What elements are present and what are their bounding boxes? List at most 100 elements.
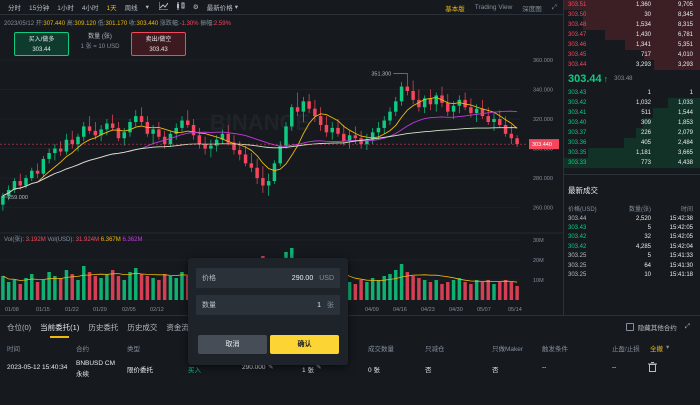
- candle-body: [440, 95, 444, 103]
- tab-positions[interactable]: 仓位(0): [7, 323, 32, 332]
- bid-row[interactable]: 303.41 511 1,544: [564, 108, 700, 118]
- tab-transaction-history[interactable]: 资金流水: [166, 323, 197, 332]
- candle-body: [220, 133, 225, 140]
- trash-icon[interactable]: [648, 362, 657, 374]
- quick-buy-button[interactable]: 买入/做多 303.44: [14, 32, 69, 56]
- trade-time: 15:41:18: [669, 272, 693, 279]
- indicator-icon[interactable]: [158, 2, 169, 12]
- bid-row[interactable]: 303.35 1,181 3,665: [564, 148, 700, 158]
- view-tradingview[interactable]: Trading View: [474, 4, 513, 11]
- interval-tab[interactable]: 4小时: [81, 5, 99, 12]
- latest-price-select[interactable]: 最新价格: [206, 5, 233, 12]
- interval-tab[interactable]: 15分钟: [29, 5, 50, 12]
- dropdown-arrow-icon[interactable]: ▾: [145, 4, 149, 11]
- up-arrow-icon: ↑: [603, 74, 609, 84]
- ask-row[interactable]: 303.51 1,360 9,705: [564, 0, 700, 10]
- edit-price-icon[interactable]: ✎: [268, 364, 274, 371]
- cancel-all-button[interactable]: 全撤: [650, 346, 663, 353]
- candle-body: [105, 123, 109, 130]
- info-date: 2023/05/12: [4, 21, 35, 27]
- trade-row: 303.25 10 15:41:18: [564, 270, 700, 279]
- candle-body: [509, 133, 514, 139]
- col-qty: 数量(张): [629, 206, 651, 213]
- settings-gear-icon[interactable]: ⚙: [192, 4, 199, 11]
- ask-row[interactable]: 303.47 1,430 6,781: [564, 30, 700, 40]
- volume-bar: [58, 278, 63, 300]
- interval-tab[interactable]: 分时: [8, 5, 21, 12]
- trade-qty: 5: [647, 253, 651, 260]
- tab-trade-history[interactable]: 历史成交: [127, 323, 158, 332]
- chart-toolbar: 分时 15分钟 1小时 4小时 1天 周线 ▾ ⚙ 最新价格 ▾ 基本版 Tra…: [0, 0, 563, 15]
- tab-order-history[interactable]: 历史委托: [88, 323, 119, 332]
- trade-time: 15:41:30: [669, 262, 693, 269]
- ask-price: 303.45: [568, 52, 587, 58]
- candle-style-icon[interactable]: [176, 2, 185, 12]
- candle-body: [411, 91, 415, 100]
- interval-tab[interactable]: 周线: [124, 5, 138, 12]
- ask-row[interactable]: 303.46 1,341 5,351: [564, 40, 700, 50]
- bid-row[interactable]: 303.36 405 2,484: [564, 138, 700, 148]
- th-time: 时间: [7, 346, 20, 353]
- candle-body: [214, 139, 219, 146]
- bid-row[interactable]: 303.40 309 1,853: [564, 118, 700, 128]
- x-tick-label: 05/14: [508, 307, 522, 313]
- candle-body: [376, 127, 381, 133]
- quick-amount-input[interactable]: 数量 (张) 1 张 = 10 USD: [72, 32, 128, 52]
- chevron-down-icon[interactable]: ▾: [666, 344, 670, 351]
- x-tick-label: 04/30: [449, 307, 463, 313]
- bid-depth-bar: [623, 138, 700, 148]
- checkbox[interactable]: [625, 323, 634, 331]
- expand-icon[interactable]: ⤢: [684, 323, 690, 330]
- ask-depth-bar: [604, 30, 700, 40]
- quantity-field-value: 1: [317, 302, 321, 309]
- price-field[interactable]: 价格 290.00 USD: [196, 268, 340, 288]
- tab-open-orders[interactable]: 当前委托(1): [40, 316, 79, 340]
- bid-price: 303.43: [568, 90, 587, 96]
- volume-bar: [110, 270, 115, 300]
- hide-other-toggle[interactable]: 隐藏其他合约 ⤢: [625, 322, 690, 332]
- ask-depth-bar: [583, 10, 700, 20]
- volume-bar: [6, 282, 11, 300]
- edit-amount-icon[interactable]: ✎: [316, 364, 322, 371]
- quantity-field-label: 数量: [202, 302, 216, 309]
- low-label: 低:: [97, 21, 106, 27]
- view-basic[interactable]: 基本版: [445, 5, 465, 13]
- bid-row[interactable]: 303.42 1,032 1,033: [564, 98, 700, 108]
- candle-body: [134, 116, 138, 122]
- volume-bar: [370, 278, 375, 300]
- expand-icon[interactable]: ⤢: [551, 3, 557, 11]
- bid-row[interactable]: 303.33 773 4,438: [564, 158, 700, 168]
- hide-other-label: 隐藏其他合约: [637, 325, 677, 332]
- bid-total: 2,079: [677, 130, 693, 136]
- bid-total: 1,853: [677, 120, 693, 126]
- price-field-value: 290.00: [291, 274, 314, 282]
- trade-price: 303.42: [568, 243, 587, 250]
- candle-body: [347, 135, 352, 142]
- quick-sell-button[interactable]: 卖出/做空 303.43: [131, 32, 186, 56]
- order-book-asks: 303.51 1,360 9,705 303.50 30 8,345 303.48 1,534…: [564, 0, 700, 70]
- trade-price: 303.25: [568, 272, 587, 279]
- volume-bar: [1, 276, 5, 300]
- candle-body: [417, 99, 421, 108]
- candle-body: [336, 127, 340, 134]
- confirm-button[interactable]: 确认: [270, 335, 339, 354]
- bid-row[interactable]: 303.43 1 1: [564, 88, 700, 98]
- trade-qty: 32: [644, 234, 651, 241]
- ask-row[interactable]: 303.45 717 4,010: [564, 50, 700, 60]
- ask-depth-bar: [583, 20, 700, 30]
- volume-bar: [498, 282, 502, 300]
- cancel-button[interactable]: 取消: [198, 335, 267, 354]
- ask-depth-bar: [564, 0, 700, 10]
- ask-row[interactable]: 303.50 30 8,345: [564, 10, 700, 20]
- interval-tab-active[interactable]: 1天: [106, 5, 117, 12]
- view-depth[interactable]: 深度图: [522, 5, 542, 13]
- bid-row[interactable]: 303.37 226 2,079: [564, 128, 700, 138]
- chevron-down-icon[interactable]: ▾: [234, 4, 238, 11]
- ask-row[interactable]: 303.48 1,534 8,315: [564, 20, 700, 30]
- ask-row[interactable]: 303.44 3,293 3,293: [564, 60, 700, 70]
- bid-total: 3,665: [677, 150, 693, 156]
- interval-tab[interactable]: 1小时: [57, 5, 74, 12]
- volume-bar: [134, 268, 138, 300]
